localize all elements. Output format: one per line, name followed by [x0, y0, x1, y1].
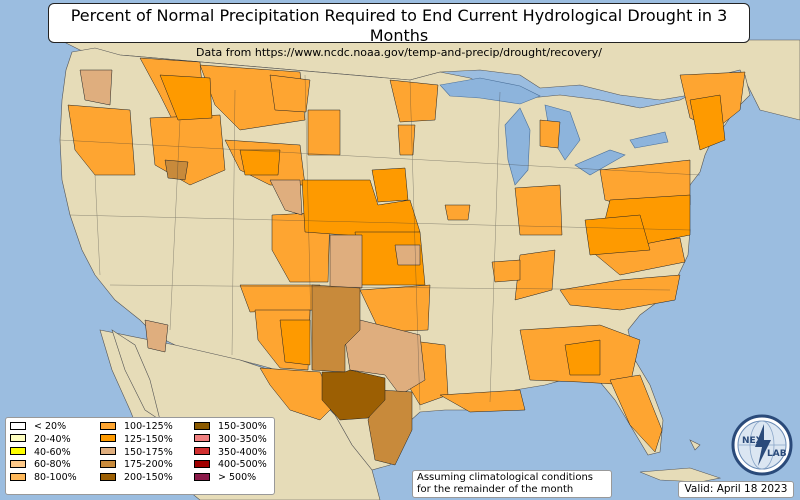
note-line-1: Assuming climatological conditions: [417, 472, 593, 483]
legend-swatch: [194, 434, 210, 443]
map-subtitle: Data from https://www.ncdc.noaa.gov/temp…: [196, 46, 602, 59]
legend-item: 40-60%: [10, 447, 77, 459]
legend-swatch: [194, 421, 210, 430]
legend-item: 150-300%: [194, 421, 267, 433]
note-line-2: for the remainder of the month: [417, 484, 574, 495]
legend-item: 150-175%: [100, 447, 173, 459]
title-box: Percent of Normal Precipitation Required…: [48, 3, 750, 59]
legend-swatch: [100, 421, 116, 430]
region-100-125: [67, 57, 746, 453]
legend-item: 300-350%: [194, 434, 267, 446]
legend-label: > 500%: [218, 472, 257, 484]
legend-label: 80-100%: [34, 472, 77, 484]
globe-lightning-icon: NEX LAB: [731, 414, 793, 476]
legend-swatch: [194, 472, 210, 481]
region-150-175: [79, 69, 426, 396]
svg-text:NEX: NEX: [742, 436, 763, 446]
legend-item: 350-400%: [194, 447, 267, 459]
legend-label: 125-150%: [124, 433, 173, 445]
legend-label: 175-200%: [124, 459, 173, 471]
legend-swatch: [10, 421, 26, 430]
legend-label: < 20%: [34, 421, 67, 432]
legend-item: 125-150%: [100, 434, 173, 446]
region-200-plus: [321, 369, 386, 421]
region-175-200: [164, 159, 413, 466]
legend-column-3: 150-300% 300-350% 350-400% 400-500% > 500%: [194, 421, 267, 485]
legend-swatch: [100, 434, 116, 443]
legend-item: < 20%: [10, 421, 77, 433]
legend-swatch: [100, 472, 116, 481]
legend-label: 40-60%: [34, 446, 71, 458]
legend-item: 100-125%: [100, 421, 173, 433]
legend-label: 100-125%: [124, 421, 173, 432]
legend-item: 200-150%: [100, 472, 173, 484]
legend-label: 300-350%: [218, 433, 267, 445]
map-title: Percent of Normal Precipitation Required…: [70, 6, 728, 45]
legend-item: 400-500%: [194, 459, 267, 471]
legend-label: 20-40%: [34, 433, 71, 445]
legend-item: 20-40%: [10, 434, 77, 446]
legend-column-2: 100-125% 125-150% 150-175% 175-200% 200-150%: [100, 421, 173, 485]
legend-item: 80-100%: [10, 472, 77, 484]
legend: < 20% 20-40% 40-60% 60-80% 80-100% 100-125% 1…: [5, 417, 275, 495]
state-lines: [59, 74, 701, 411]
legend-label: 200-150%: [124, 472, 173, 484]
region-125-150: [159, 74, 726, 376]
legend-label: 400-500%: [218, 459, 267, 471]
legend-swatch: [100, 447, 116, 456]
legend-column-1: < 20% 20-40% 40-60% 60-80% 80-100%: [10, 421, 77, 485]
legend-swatch: [194, 459, 210, 468]
legend-swatch: [10, 447, 26, 456]
valid-date: Valid: April 18 2023: [678, 481, 794, 498]
legend-label: 150-300%: [218, 421, 267, 432]
legend-label: 150-175%: [124, 446, 173, 458]
legend-label: 350-400%: [218, 446, 267, 458]
legend-swatch: [100, 459, 116, 468]
legend-label: 60-80%: [34, 459, 71, 471]
legend-item: > 500%: [194, 472, 267, 484]
svg-text:LAB: LAB: [767, 449, 787, 459]
legend-swatch: [10, 434, 26, 443]
assumption-note: Assuming climatological conditions for t…: [412, 470, 612, 498]
legend-item: 60-80%: [10, 459, 77, 471]
legend-swatch: [10, 472, 26, 481]
legend-swatch: [194, 447, 210, 456]
legend-item: 175-200%: [100, 459, 173, 471]
legend-swatch: [10, 459, 26, 468]
